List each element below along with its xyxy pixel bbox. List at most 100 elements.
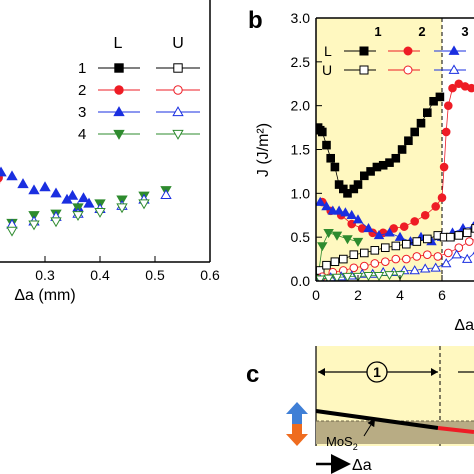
panel-a-x-tick-label: 0.4 xyxy=(90,267,110,283)
panel-b-point-u3 xyxy=(461,253,473,263)
panel-c-region-circle xyxy=(366,361,388,383)
panel-b-point-l3 xyxy=(352,214,364,224)
panel-a-point-l3 xyxy=(77,192,90,203)
panel-b-point-l2 xyxy=(410,217,420,226)
down-arrow-icon xyxy=(286,424,308,446)
panel-b-point-u2 xyxy=(433,252,443,261)
panel-a-point-l3 xyxy=(6,170,18,181)
panel-b-x-tick-label: 4 xyxy=(396,287,404,303)
panel-b-legend-marker-u1 xyxy=(359,65,369,75)
panel-c-span-left-tip xyxy=(318,368,325,376)
panel-b-point-l1 xyxy=(429,96,438,106)
panel-a-point-l3 xyxy=(66,189,79,200)
panel-b-point-l1 xyxy=(435,92,445,102)
panel-b-point-l4 xyxy=(323,229,334,239)
panel-c: c 1 MoS2 Δa xyxy=(246,346,474,474)
panel-b-point-l2 xyxy=(420,210,430,220)
panel-a-legend-number: 1 xyxy=(78,60,86,77)
panel-b-point-l3 xyxy=(346,209,357,219)
panel-b-point-l3 xyxy=(327,205,339,215)
panel-b-point-u2 xyxy=(381,257,390,267)
panel-c-span-right-tip xyxy=(431,368,438,376)
panel-b-legend-marker-u2 xyxy=(403,65,413,75)
panel-b-point-l3 xyxy=(363,223,374,233)
panel-b-point-u2 xyxy=(391,254,401,264)
material-label-subscript: 2 xyxy=(353,442,358,452)
panel-b-point-l1 xyxy=(385,158,394,167)
panel-b-y-tick-label: 0.0 xyxy=(291,273,311,289)
panel-a-legend-marker-u2 xyxy=(173,85,183,95)
panel-a-legend-marker-l4 xyxy=(113,129,125,140)
panel-b-legend: L U xyxy=(322,43,466,78)
panel-b-point-l2 xyxy=(441,127,451,137)
panel-b-point-u1 xyxy=(471,224,474,233)
panel-b-point-u1 xyxy=(339,254,348,264)
panel-b-point-l4 xyxy=(317,242,328,252)
panel-a-point-u4 xyxy=(6,226,18,237)
panel-a-x-tick-label: 0.6 xyxy=(200,267,220,283)
panel-a-points xyxy=(0,166,172,237)
panel-b-point-u2 xyxy=(423,250,432,259)
panel-b-point-l1 xyxy=(391,153,401,163)
panel-b-point-l1 xyxy=(326,153,335,163)
panel-b-point-l1 xyxy=(423,108,432,117)
panel-b-point-l2 xyxy=(444,101,453,110)
panel-a-point-l3 xyxy=(83,197,95,208)
panel-b-point-u2 xyxy=(444,248,453,258)
panel-a-point-u3 xyxy=(160,189,172,199)
panel-b-point-l3 xyxy=(340,207,351,217)
panel-b-point-l1 xyxy=(410,127,419,137)
panel-b-point-l1 xyxy=(360,171,369,181)
panel-b-point-u3 xyxy=(440,258,452,268)
panel-a-legend-marker-l3 xyxy=(113,106,125,117)
panel-b-point-l1 xyxy=(366,167,375,176)
panel-b-letter: b xyxy=(248,7,263,34)
material-label: MoS2 xyxy=(326,434,358,452)
crack-film-red xyxy=(437,426,474,434)
panel-b-y-tick-label: 2.5 xyxy=(291,54,311,70)
panel-b-point-u4 xyxy=(331,273,343,281)
panel-a-legend-marker-l2 xyxy=(114,85,124,95)
panel-b-point-l2 xyxy=(399,222,409,231)
panel-b-region-label-1: 1 xyxy=(374,24,381,39)
panel-b-point-u2 xyxy=(465,237,474,246)
panel-b-point-l3 xyxy=(333,205,345,215)
panel-b-point-u2 xyxy=(349,263,359,273)
panel-b-point-u4 xyxy=(316,275,326,281)
panel-a: 0.3 0.4 0.5 0.6 Δa (mm) L U 1 2 3 4 xyxy=(0,0,220,304)
panel-b-point-u3 xyxy=(409,265,420,275)
panel-b-point-u4 xyxy=(363,272,374,281)
panel-a-point-l3 xyxy=(0,166,7,177)
panel-b-x-label: Δa xyxy=(454,317,474,334)
panel-b-point-u1 xyxy=(454,231,464,240)
panel-b-point-u2 xyxy=(454,243,464,252)
panel-b-ticks: 0.0 0.5 1.0 1.5 2.0 2.5 3.0 0 2 4 6 xyxy=(291,10,447,303)
panel-a-point-u4 xyxy=(94,208,106,218)
panel-b-point-u4 xyxy=(342,272,353,281)
panel-a-x-ticks: 0.3 0.4 0.5 0.6 xyxy=(35,256,220,283)
panel-b-legend-marker-l1 xyxy=(359,46,369,56)
panel-b-point-u1 xyxy=(360,248,369,258)
panel-c-region-number: 1 xyxy=(373,364,381,380)
panel-b-y-tick-label: 1.0 xyxy=(291,185,311,201)
panel-b-point-u1 xyxy=(423,234,432,244)
panel-a-point-u4 xyxy=(116,203,128,214)
panel-b-region-label-2: 2 xyxy=(418,24,425,39)
panel-a-point-u4 xyxy=(28,220,40,231)
panel-c-letter: c xyxy=(246,361,259,388)
panel-a-point-l3 xyxy=(50,187,62,198)
panel-b-point-l4 xyxy=(352,237,364,247)
panel-b-point-u1 xyxy=(402,239,411,249)
panel-b-x-tick-label: 2 xyxy=(354,287,362,303)
panel-b-point-l1 xyxy=(343,189,352,198)
panel-b-point-u1 xyxy=(381,243,390,252)
panel-b-region-label-3: 3 xyxy=(461,24,468,39)
panel-b-y-tick-label: 0.5 xyxy=(291,229,311,245)
panel-a-legend-number: 4 xyxy=(78,126,86,143)
panel-a-x-label: Δa (mm) xyxy=(14,287,75,304)
panel-b-point-u1 xyxy=(391,241,401,251)
panel-b-legend-marker-u3 xyxy=(448,64,460,74)
panel-b-point-u1 xyxy=(412,237,422,246)
panel-b-y-tick-label: 2.0 xyxy=(291,98,311,114)
